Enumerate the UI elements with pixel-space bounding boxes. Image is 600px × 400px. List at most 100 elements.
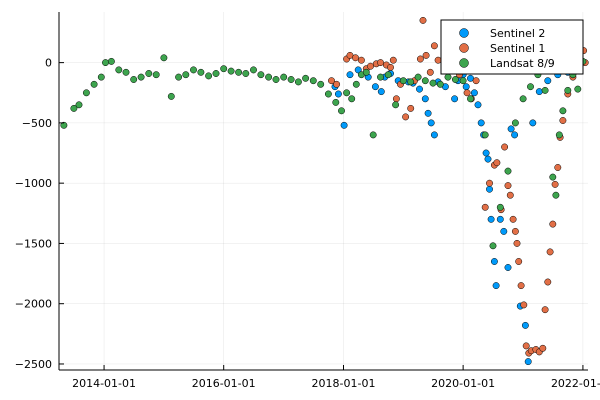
data-point: [107, 57, 115, 65]
data-point: [426, 68, 434, 76]
y-tick-label: −1500: [15, 237, 52, 250]
data-point: [527, 83, 534, 91]
data-point: [481, 203, 489, 211]
data-point: [504, 167, 512, 175]
data-point: [152, 71, 160, 79]
data-point: [145, 70, 153, 77]
data-point: [280, 73, 288, 81]
data-point: [535, 88, 543, 96]
data-point: [444, 73, 452, 81]
data-point: [205, 72, 213, 80]
data-point: [250, 66, 257, 74]
data-point: [521, 321, 529, 329]
legend-label: Landsat 8/9: [490, 57, 555, 70]
data-point: [287, 76, 295, 83]
data-point: [496, 203, 504, 211]
data-point: [357, 56, 365, 64]
data-point: [317, 80, 325, 88]
data-point: [472, 77, 480, 85]
data-point: [389, 56, 397, 64]
data-point: [102, 59, 109, 67]
data-point: [235, 68, 243, 76]
data-point: [500, 227, 508, 235]
data-point: [507, 125, 515, 133]
data-point: [422, 51, 430, 59]
data-point: [546, 248, 554, 256]
series-1: [331, 49, 582, 366]
data-point: [377, 59, 384, 67]
data-point: [90, 80, 98, 88]
data-point: [490, 258, 498, 265]
data-point: [496, 215, 504, 223]
data-point: [430, 131, 438, 139]
data-point: [338, 107, 345, 115]
data-point: [549, 173, 557, 181]
x-tick-label: 2016-01-01: [192, 377, 256, 390]
data-point: [511, 227, 519, 235]
data-point: [574, 85, 582, 93]
data-point: [463, 89, 471, 97]
data-point: [302, 74, 310, 82]
data-point: [541, 306, 549, 314]
data-point: [399, 77, 407, 85]
data-point: [197, 68, 205, 76]
data-point: [75, 101, 83, 109]
data-point: [486, 185, 493, 193]
legend-marker: [459, 43, 469, 53]
data-point: [517, 282, 525, 290]
data-point: [369, 131, 377, 139]
data-point: [489, 242, 497, 250]
x-tick-label: 2014-01-01: [72, 377, 136, 390]
data-point: [334, 90, 342, 98]
data-point: [377, 73, 384, 81]
data-point: [520, 301, 528, 309]
data-point: [529, 119, 537, 127]
data-point: [434, 56, 442, 64]
data-point: [324, 90, 332, 98]
data-point: [427, 119, 435, 127]
legend-marker: [459, 28, 469, 38]
data-point: [227, 67, 235, 75]
data-point: [362, 68, 370, 76]
data-point: [402, 113, 410, 121]
data-point: [451, 76, 459, 83]
data-point: [551, 180, 559, 188]
data-point: [160, 54, 168, 62]
x-tick-label: 2020-01-01: [431, 377, 495, 390]
data-point: [549, 220, 557, 228]
series-3: [60, 54, 587, 250]
plot-points: [60, 16, 589, 366]
data-point: [97, 73, 105, 81]
data-point: [272, 76, 280, 83]
data-point: [501, 143, 509, 151]
data-point: [451, 95, 459, 103]
data-point: [414, 73, 422, 81]
x-tick-label: 2022-01-01: [551, 377, 600, 390]
data-point: [407, 104, 415, 112]
data-point: [470, 89, 478, 97]
data-point: [555, 131, 563, 139]
data-point: [421, 95, 429, 103]
data-point: [340, 121, 348, 129]
y-tick-label: −2500: [15, 358, 52, 371]
data-point: [265, 73, 273, 81]
data-point: [511, 119, 519, 127]
legend-label: Sentinel 1: [490, 42, 545, 55]
data-point: [167, 92, 175, 100]
data-point: [506, 191, 514, 199]
data-point: [122, 68, 130, 76]
data-point: [220, 65, 228, 73]
data-point: [436, 80, 444, 88]
data-point: [115, 66, 123, 74]
data-point: [564, 86, 572, 94]
y-tick-label: −1000: [15, 177, 52, 190]
data-point: [82, 89, 90, 97]
data-point: [182, 71, 190, 79]
data-point: [70, 104, 78, 112]
data-point: [541, 86, 549, 94]
data-point: [377, 88, 385, 96]
data-point: [544, 77, 552, 85]
data-point: [175, 73, 183, 81]
data-point: [137, 73, 145, 81]
data-point: [352, 54, 359, 62]
